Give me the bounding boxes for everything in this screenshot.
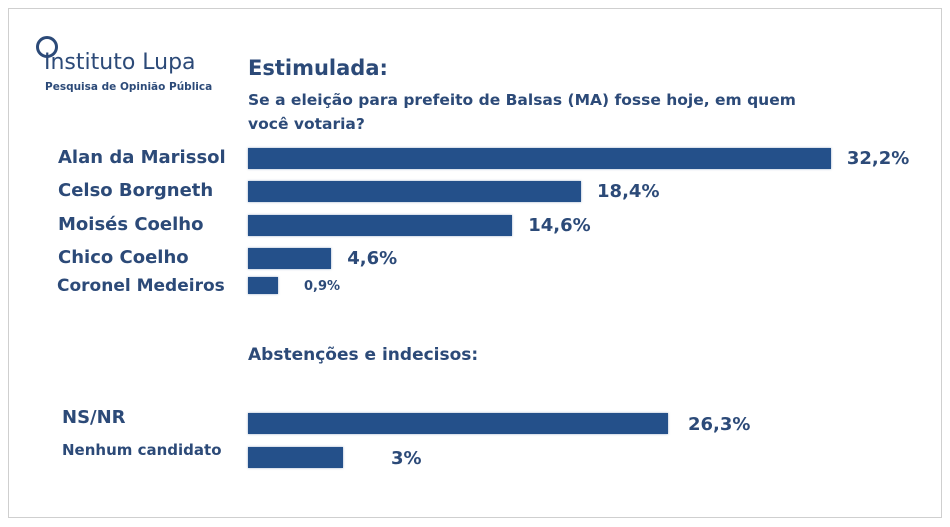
bar-value-label: 14,6% [528, 215, 591, 236]
bar-value-label: 26,3% [688, 414, 751, 435]
bar [248, 181, 582, 202]
bar-label: Coronel Medeiros [57, 276, 225, 296]
bar [248, 447, 343, 468]
bar-value-label: 18,4% [597, 181, 660, 202]
section-title-abstentions: Abstenções e indecisos: [248, 345, 479, 365]
bar [248, 248, 332, 269]
bar-value-label: 4,6% [347, 248, 398, 269]
bar-label: Alan da Marissol [58, 147, 226, 168]
bar-label: Chico Coelho [58, 247, 189, 268]
bar [248, 148, 831, 169]
logo-subtitle: Pesquisa de Opinião Pública [45, 81, 213, 93]
bar-value-label: 32,2% [846, 148, 910, 169]
bar [248, 413, 668, 434]
bar-label: NS/NR [62, 407, 126, 428]
logo-title: Instituto Lupa [44, 50, 196, 75]
bar-label: Celso Borgneth [58, 180, 214, 201]
magnifier-logo-icon [36, 36, 58, 58]
bar-label: Moisés Coelho [58, 214, 204, 235]
bar-value-label: 3% [391, 448, 422, 469]
bar-label: Nenhum candidato [62, 441, 222, 459]
chart-subtitle: Se a eleição para prefeito de Balsas (MA… [248, 91, 796, 133]
chart-title: Estimulada: [248, 56, 388, 80]
bar [248, 215, 513, 236]
bar-value-label: 0,9% [304, 279, 341, 294]
bar [248, 277, 278, 294]
